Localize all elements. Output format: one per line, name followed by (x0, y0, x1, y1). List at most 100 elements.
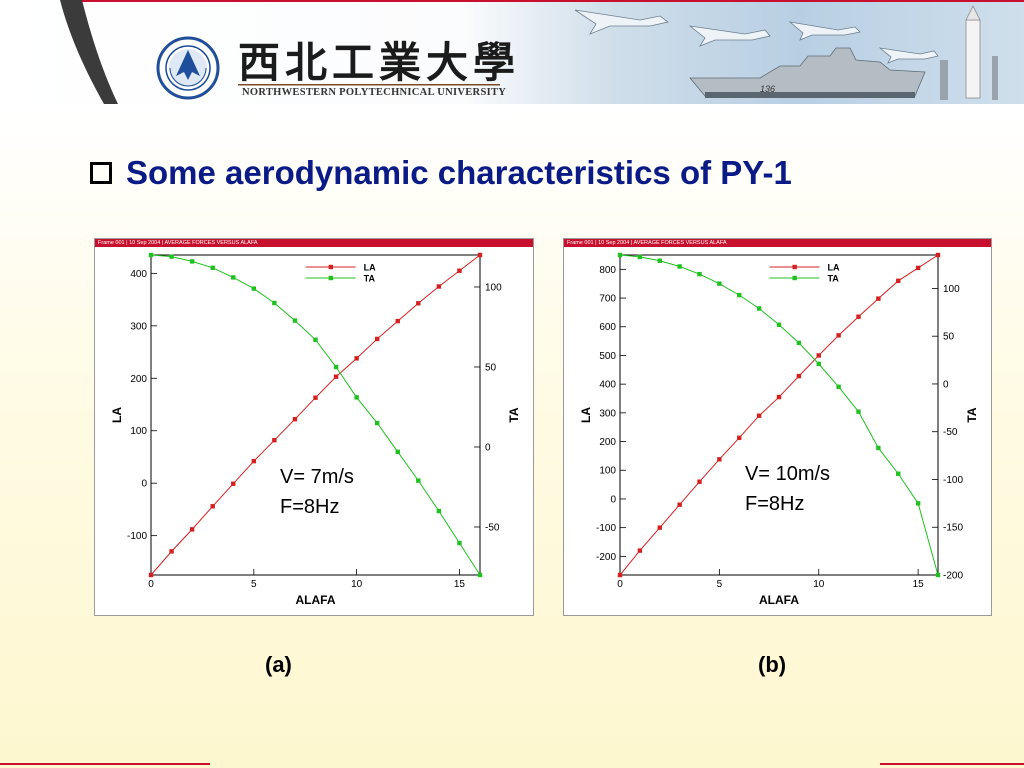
footer-rule (0, 763, 1024, 765)
data-point-ta (756, 306, 762, 311)
data-point-ta (915, 501, 921, 506)
y-tick-label: 300 (130, 321, 147, 332)
legend-label-ta: TA (364, 274, 376, 284)
data-point-ta (416, 478, 421, 483)
velocity-label-a: V= 7m/s (280, 466, 354, 488)
y-tick-label: 400 (130, 269, 147, 280)
y-axis-label: LA (110, 407, 124, 423)
y-tick-label: 0 (141, 479, 147, 490)
velocity-label-b: V= 10m/s (745, 463, 831, 485)
university-banner: 136 西北工業大學 NORTHWESTERN POLYTECHNICAL UN… (0, 0, 1024, 104)
data-point-la (333, 374, 339, 379)
x-tick-label: 15 (913, 579, 925, 590)
y2-tick-label: -200 (943, 571, 963, 582)
data-point-ta (231, 275, 236, 280)
plot-area (150, 254, 481, 576)
caption-a: (a) (265, 652, 292, 677)
data-point-ta (617, 252, 623, 258)
chart-b: 0 5 10 15-200-1000100200300400500600700800-… (579, 252, 979, 607)
plot-frame-b: Frame 001 | 10 Sep 2004 | AVERAGE FORCES… (563, 238, 992, 616)
y2-tick-label: 50 (943, 332, 955, 343)
rocket-icon (940, 5, 998, 100)
x-tick-label: 0 (617, 579, 623, 590)
data-point-la (776, 394, 782, 400)
ship-icon: 136 (689, 47, 926, 98)
series-line-la (619, 254, 939, 576)
data-point-ta (436, 508, 442, 514)
data-point-la (272, 437, 277, 443)
y-tick-label: 500 (599, 351, 616, 362)
jet-icon (688, 25, 771, 47)
data-point-la (374, 336, 380, 342)
data-point-la (148, 572, 154, 578)
data-point-ta (477, 572, 483, 578)
data-point-ta (333, 364, 339, 370)
data-point-la (856, 314, 861, 319)
data-point-ta (189, 259, 195, 264)
data-point-ta (657, 258, 662, 263)
data-point-ta (896, 471, 901, 476)
data-point-ta (876, 445, 881, 451)
data-point-la (876, 296, 881, 301)
data-point-ta (374, 420, 380, 426)
x-tick-label: 5 (251, 579, 257, 590)
data-point-ta (313, 337, 318, 342)
banner-swoosh (60, 0, 118, 104)
y-tick-label: 200 (130, 374, 147, 385)
data-point-la (189, 527, 195, 532)
frequency-label-b: F=8Hz (745, 493, 805, 515)
frequency-label-a: F=8Hz (280, 496, 340, 518)
data-point-la (395, 318, 400, 324)
plot-frame-a: Frame 001 | 10 Sep 2004 | AVERAGE FORCES… (94, 238, 534, 616)
annotation-a: V= 7m/s F=8Hz (280, 462, 354, 522)
x-axis-label: ALAFA (296, 593, 336, 607)
x-tick-label: 15 (454, 579, 466, 590)
data-point-ta (457, 540, 462, 546)
university-seal-icon (156, 36, 220, 100)
data-point-la (836, 333, 841, 338)
data-point-ta (354, 395, 359, 400)
y2-tick-label: 0 (485, 443, 491, 454)
slide-title: Some aerodynamic characteristics of PY-1 (90, 150, 792, 196)
data-point-ta (251, 286, 257, 291)
y2-tick-label: 50 (485, 363, 497, 374)
series-line-la (150, 254, 481, 576)
legend-marker-ta (328, 275, 334, 281)
legend-label-la: LA (827, 263, 839, 273)
data-point-ta (776, 322, 782, 327)
university-name-chinese: 西北工業大學 (238, 38, 521, 87)
jet-icon (788, 21, 861, 41)
data-point-la (935, 252, 941, 258)
data-point-ta (272, 300, 277, 306)
y-tick-label: 700 (599, 294, 616, 305)
data-point-la (231, 481, 236, 486)
data-point-la (637, 548, 643, 553)
y-tick-label: 400 (599, 380, 616, 391)
data-point-ta (856, 409, 861, 414)
y2-tick-label: -50 (485, 523, 500, 534)
plot-area (619, 254, 939, 576)
jet-icon (574, 9, 669, 35)
series-line-ta (619, 254, 939, 576)
plot-header-b: Frame 001 | 10 Sep 2004 | AVERAGE FORCES… (564, 239, 991, 247)
data-point-la (697, 479, 702, 484)
legend-label-ta: TA (827, 274, 839, 284)
data-point-la (251, 458, 257, 464)
y-tick-label: -100 (127, 531, 147, 542)
legend-marker-ta (792, 275, 797, 281)
data-point-la (915, 265, 921, 271)
y2-tick-label: 100 (485, 283, 502, 294)
y-tick-label: 100 (130, 426, 147, 437)
data-point-la (816, 353, 821, 358)
data-point-la (737, 435, 742, 441)
x-tick-label: 0 (148, 579, 154, 590)
data-point-ta (717, 281, 722, 286)
jet-icons (574, 9, 939, 64)
data-point-la (677, 502, 682, 507)
data-point-ta (816, 361, 821, 367)
y-axis-label: LA (579, 407, 593, 423)
university-name-english: NORTHWESTERN POLYTECHNICAL UNIVERSITY (242, 87, 507, 98)
y2-tick-label: 0 (943, 379, 949, 390)
data-point-ta (210, 265, 215, 270)
